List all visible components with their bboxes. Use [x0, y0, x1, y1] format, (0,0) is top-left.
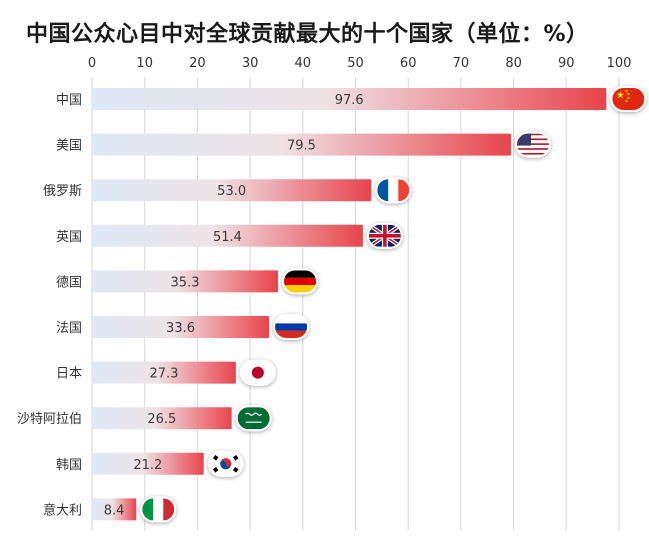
- usa-flag-icon: [514, 131, 551, 158]
- category-label: 德国: [56, 275, 82, 290]
- data-label: 53.0: [217, 184, 246, 199]
- data-label: 27.3: [149, 367, 178, 382]
- category-label: 英国: [56, 230, 82, 245]
- data-label: 97.6: [335, 93, 364, 108]
- bar: [92, 88, 607, 110]
- germany-flag-icon: [282, 268, 319, 295]
- category-label: 意大利: [43, 502, 82, 518]
- category-label: 美国: [56, 139, 82, 154]
- category-label: 俄罗斯: [43, 184, 82, 199]
- bar: [92, 270, 279, 293]
- category-label: 法国: [56, 321, 82, 336]
- chart-title: 中国公众心目中对全球贡献最大的十个国家（单位：%）: [26, 22, 589, 47]
- japan-flag-icon: [239, 359, 276, 386]
- saudi-arabia-flag-icon: [235, 405, 272, 432]
- france-flag-icon: [375, 177, 412, 204]
- bar: [92, 179, 372, 202]
- bar: [92, 498, 137, 521]
- x-tick-label: 0: [88, 56, 96, 71]
- bar: [92, 452, 204, 475]
- category-label: 中国: [56, 93, 82, 108]
- x-tick-label: 90: [558, 56, 575, 71]
- x-tick-label: 80: [505, 56, 522, 71]
- data-label: 8.4: [104, 503, 125, 518]
- bar: [92, 316, 270, 338]
- x-tick-label: 10: [136, 56, 153, 71]
- x-tick-label: 20: [189, 56, 206, 71]
- china-flag-icon: [610, 86, 647, 112]
- x-tick-label: 70: [453, 56, 470, 71]
- bar: [92, 224, 363, 247]
- russia-flag-icon: [273, 314, 310, 340]
- bar: [92, 133, 511, 156]
- uk-flag-icon: [366, 222, 403, 249]
- category-label: 沙特阿拉伯: [17, 412, 82, 427]
- x-tick-label: 50: [347, 56, 364, 71]
- data-label: 79.5: [287, 139, 316, 154]
- south-korea-flag-icon: [207, 450, 244, 477]
- italy-flag-icon: [140, 496, 177, 523]
- data-label: 51.4: [213, 230, 242, 245]
- x-tick-label: 60: [400, 56, 417, 71]
- x-tick-label: 100: [607, 56, 632, 71]
- bar: [92, 407, 232, 430]
- category-label: 韩国: [56, 458, 82, 473]
- data-label: 33.6: [166, 321, 195, 336]
- x-tick-label: 40: [295, 56, 312, 71]
- data-label: 35.3: [171, 275, 200, 290]
- category-label: 日本: [56, 367, 82, 382]
- bar: [92, 361, 236, 384]
- x-tick-label: 30: [242, 56, 259, 71]
- data-label: 21.2: [133, 458, 162, 473]
- data-label: 26.5: [147, 412, 176, 427]
